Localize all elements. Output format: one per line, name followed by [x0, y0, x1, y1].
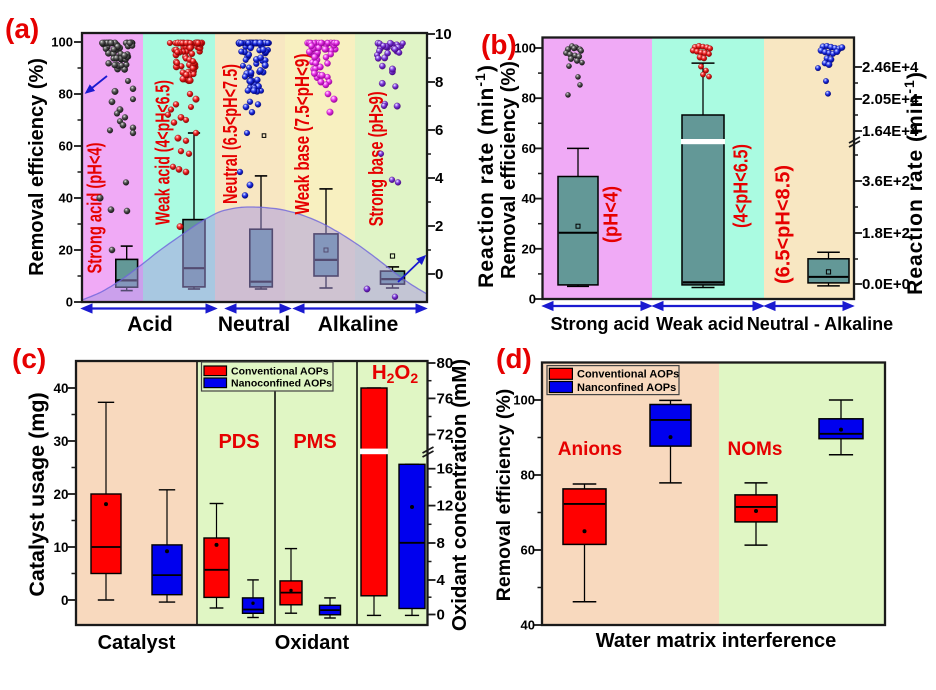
svg-text:4: 4: [437, 572, 446, 589]
svg-text:80: 80: [59, 87, 73, 102]
svg-text:1.8E+2: 1.8E+2: [862, 225, 910, 242]
svg-text:(pH<4): (pH<4): [601, 186, 623, 243]
svg-text:(a): (a): [5, 13, 39, 44]
svg-text:Nanoconfined AOPs: Nanoconfined AOPs: [231, 378, 332, 390]
svg-text:Acid: Acid: [127, 313, 173, 336]
svg-text:1.64E+4: 1.64E+4: [862, 123, 919, 140]
svg-text:80: 80: [521, 468, 535, 483]
svg-text:12: 12: [437, 498, 454, 515]
svg-text:NOMs: NOMs: [728, 439, 783, 460]
svg-text:Reaction rate (min-1): Reaction rate (min-1): [472, 64, 498, 288]
svg-text:20: 20: [522, 241, 536, 256]
svg-text:(d): (d): [496, 343, 532, 374]
svg-text:100: 100: [514, 41, 536, 56]
svg-text:16: 16: [437, 461, 454, 478]
svg-text:Neutral: Neutral: [218, 313, 290, 336]
svg-text:60: 60: [522, 141, 536, 156]
svg-text:40: 40: [59, 191, 73, 206]
svg-text:6: 6: [435, 122, 443, 139]
svg-text:30: 30: [53, 434, 68, 449]
svg-text:0: 0: [61, 593, 69, 608]
svg-text:0: 0: [529, 292, 536, 307]
svg-text:60: 60: [59, 139, 73, 154]
svg-text:80: 80: [522, 91, 536, 106]
svg-text:Anions: Anions: [558, 439, 622, 460]
svg-text:40: 40: [521, 618, 535, 633]
svg-text:Removal efficiency (%): Removal efficiency (%): [498, 61, 520, 279]
svg-text:(4<pH<6.5): (4<pH<6.5): [731, 144, 753, 228]
svg-text:10: 10: [53, 540, 68, 555]
svg-text:Catalyst: Catalyst: [98, 632, 176, 654]
svg-text:0: 0: [66, 295, 73, 310]
svg-text:Strong acid: Strong acid: [550, 314, 649, 334]
svg-text:PDS: PDS: [218, 431, 259, 453]
svg-text:Conventional AOPs: Conventional AOPs: [231, 366, 329, 378]
svg-text:76: 76: [437, 390, 454, 407]
svg-text:Weak base (7.5<pH<9): Weak base (7.5<pH<9): [292, 54, 314, 215]
svg-text:Oxidant concentration (mM): Oxidant concentration (mM): [448, 359, 471, 631]
svg-text:100: 100: [513, 393, 535, 408]
svg-text:3.6E+2: 3.6E+2: [862, 173, 910, 190]
svg-text:4: 4: [435, 170, 444, 187]
svg-text:Reaction rate (min-1): Reaction rate (min-1): [901, 71, 927, 295]
svg-text:0.0E+0: 0.0E+0: [862, 276, 910, 293]
svg-text:(6.5<pH<8.5): (6.5<pH<8.5): [773, 165, 795, 284]
svg-text:Water matrix interference: Water matrix interference: [596, 630, 836, 652]
svg-text:(b): (b): [481, 29, 517, 60]
svg-text:Removal efficiency (%): Removal efficiency (%): [493, 389, 515, 601]
svg-text:(c): (c): [12, 343, 46, 374]
svg-text:Nanconfined AOPs: Nanconfined AOPs: [577, 382, 676, 394]
svg-text:2: 2: [435, 218, 443, 235]
svg-text:40: 40: [522, 191, 536, 206]
svg-text:Neutral (6.5<pH<7.5): Neutral (6.5<pH<7.5): [220, 64, 242, 204]
svg-text:72: 72: [437, 427, 454, 444]
svg-text:Removal efficiency (%): Removal efficiency (%): [26, 58, 48, 276]
svg-text:20: 20: [59, 243, 73, 258]
svg-text:2.05E+4: 2.05E+4: [862, 91, 919, 108]
svg-text:PMS: PMS: [293, 431, 336, 453]
svg-text:Neutral - Alkaline: Neutral - Alkaline: [747, 314, 893, 334]
svg-text:100: 100: [51, 35, 73, 50]
svg-text:60: 60: [521, 543, 535, 558]
svg-text:8: 8: [435, 74, 443, 91]
svg-text:Weak acid: Weak acid: [656, 314, 744, 334]
svg-text:10: 10: [435, 26, 452, 43]
svg-text:80: 80: [437, 355, 454, 372]
svg-text:Alkaline: Alkaline: [318, 313, 399, 336]
svg-text:2.46E+4: 2.46E+4: [862, 59, 919, 76]
svg-text:8: 8: [437, 535, 445, 552]
svg-text:Oxidant: Oxidant: [275, 632, 350, 654]
svg-text:Strong acid (pH<4): Strong acid (pH<4): [85, 143, 107, 274]
svg-text:Strong base (pH>9): Strong base (pH>9): [366, 91, 388, 226]
svg-text:0: 0: [435, 266, 443, 283]
svg-text:Conventional AOPs: Conventional AOPs: [577, 369, 679, 381]
svg-text:20: 20: [53, 487, 68, 502]
svg-text:40: 40: [53, 381, 68, 396]
svg-text:H2O2: H2O2: [372, 361, 419, 386]
svg-text:0: 0: [437, 607, 445, 624]
svg-text:Weak acid (4<pH<6.5): Weak acid (4<pH<6.5): [153, 80, 175, 225]
svg-text:Catalyst usage (mg): Catalyst usage (mg): [25, 392, 49, 596]
